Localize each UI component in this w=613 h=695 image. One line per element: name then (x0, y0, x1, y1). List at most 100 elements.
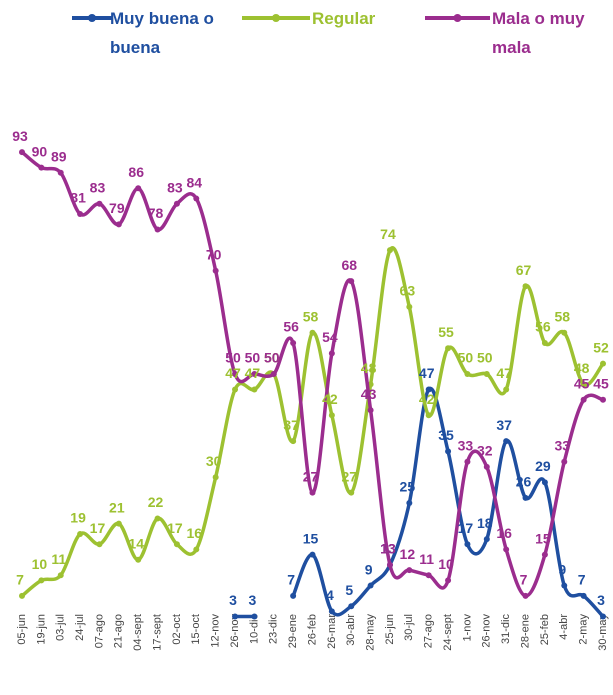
data-label: 16 (496, 525, 512, 541)
point (522, 494, 529, 501)
x-tick-label: 26-nov (229, 614, 241, 648)
point (522, 283, 529, 290)
point (580, 396, 587, 403)
x-tick-label: 30-jul (403, 614, 415, 641)
x-tick-label: 15-oct (190, 614, 202, 645)
data-label: 27 (341, 468, 357, 484)
legend-marker (272, 14, 280, 22)
point (135, 185, 142, 192)
data-label: 47 (225, 365, 241, 381)
legend-label: Regular (312, 9, 376, 28)
point (561, 458, 568, 465)
series-line (20, 150, 604, 598)
point (173, 541, 180, 548)
data-label: 10 (438, 556, 454, 572)
data-label: 50 (245, 350, 261, 366)
data-label: 54 (322, 329, 338, 345)
x-tick-label: 24-sept (442, 614, 454, 651)
point (503, 438, 510, 445)
data-label: 37 (283, 417, 299, 433)
data-label: 3 (249, 592, 257, 608)
data-label: 45 (574, 376, 590, 392)
data-label: 26 (516, 474, 532, 490)
data-label: 21 (109, 499, 125, 515)
x-tick-label: 10-dic (248, 614, 260, 644)
point (115, 520, 122, 527)
x-tick-label: 17-sept (151, 614, 163, 651)
x-tick-label: 26-nov (481, 614, 493, 648)
data-label: 83 (90, 179, 106, 195)
point (561, 582, 568, 589)
point (309, 329, 316, 336)
data-label: 13 (380, 541, 396, 557)
point (309, 489, 316, 496)
point (445, 577, 452, 584)
x-tick-label: 07-ago (93, 614, 105, 648)
data-label: 33 (458, 437, 474, 453)
data-label: 78 (148, 205, 164, 221)
point (425, 412, 432, 419)
data-label: 9 (365, 561, 373, 577)
point (328, 350, 335, 357)
data-label: 14 (128, 535, 144, 551)
data-label: 93 (12, 128, 28, 144)
x-tick-label: 28-may (365, 614, 377, 651)
point (77, 530, 84, 537)
x-tick-label: 31-dic (500, 614, 512, 644)
data-label: 56 (535, 319, 551, 335)
legend-marker (453, 14, 462, 22)
x-tick-label: 30-may (597, 614, 609, 651)
point (406, 567, 413, 574)
point (193, 195, 200, 202)
data-label: 13 (380, 541, 396, 557)
point (290, 592, 297, 599)
data-label: 29 (535, 458, 551, 474)
x-tick-label: 02-oct (171, 614, 183, 645)
point (232, 613, 239, 620)
x-tick-label: 2-may (578, 614, 590, 645)
data-label: 17 (458, 520, 474, 536)
data-label: 11 (419, 551, 434, 567)
data-label: 58 (554, 308, 570, 324)
point (328, 412, 335, 419)
data-label: 5 (345, 582, 353, 598)
x-tick-label: 04-sept (132, 614, 144, 651)
data-label: 55 (438, 324, 454, 340)
point (38, 164, 45, 171)
point (212, 267, 219, 274)
x-tick-label: 12-nov (210, 614, 222, 648)
point (135, 556, 142, 563)
point (483, 463, 490, 470)
data-label: 52 (593, 339, 609, 355)
data-label: 56 (283, 319, 299, 335)
point (251, 371, 258, 377)
point (503, 386, 510, 393)
point (173, 200, 180, 207)
data-label: 11 (51, 551, 66, 567)
data-label: 3 (229, 592, 237, 608)
point (367, 582, 374, 589)
data-label: 50 (225, 350, 241, 366)
point (77, 211, 84, 218)
point (541, 479, 548, 486)
data-label: 81 (70, 190, 86, 206)
point (386, 561, 393, 568)
data-label: 89 (51, 148, 67, 164)
x-tick-label: 26-mar (326, 614, 338, 649)
x-tick-label: 05-jun (16, 614, 28, 645)
x-tick-label: 30-abr (345, 614, 357, 646)
data-label: 33 (554, 437, 570, 453)
data-label: 18 (477, 515, 493, 531)
point (600, 396, 606, 403)
data-label: 47 (496, 365, 512, 381)
data-label: 22 (148, 494, 164, 510)
data-label: 58 (303, 308, 319, 324)
point (154, 515, 161, 522)
point (290, 438, 297, 445)
legend-marker (88, 14, 96, 22)
data-label: 15 (535, 530, 551, 546)
data-label: 83 (167, 179, 183, 195)
point (96, 541, 103, 548)
point (367, 407, 374, 414)
point (232, 371, 239, 377)
